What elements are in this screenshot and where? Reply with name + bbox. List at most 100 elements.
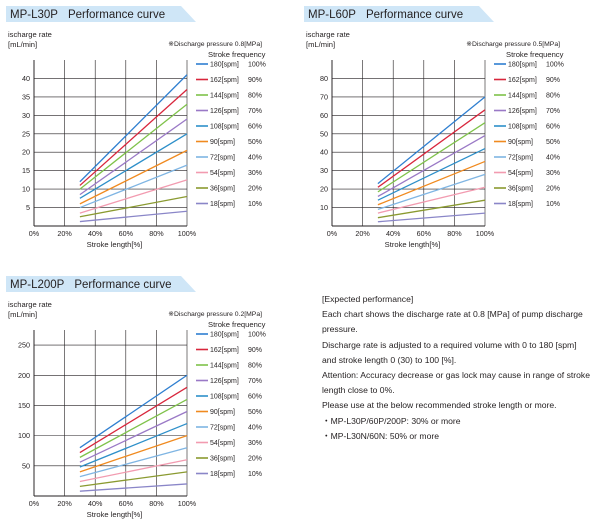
legend-label: 108[spm]: [508, 124, 537, 131]
legend-label: 36[spm]: [210, 456, 235, 463]
series-line-162spm: [79, 386, 188, 454]
legend-label: 54[spm]: [210, 170, 235, 177]
pressure-note: ※Discharge pressure 0.8[MPa]: [168, 41, 262, 48]
y-tick-label: 25: [22, 129, 30, 138]
x-tick-label: 100%: [178, 499, 197, 508]
legend-percent: 80%: [546, 93, 560, 100]
x-tick-label: 100%: [476, 229, 495, 238]
legend-percent: 20%: [248, 456, 262, 463]
series-line-144spm: [79, 103, 188, 190]
y-tick-label: 10: [320, 203, 328, 212]
legend-label: 72[spm]: [508, 155, 533, 162]
notes-line-2: Discharge rate is adjusted to a required…: [322, 339, 577, 365]
legend-label: 180[spm]: [210, 62, 239, 69]
series-line-162spm: [377, 109, 486, 188]
legend-title: Stroke frequency: [208, 320, 266, 329]
legend-percent: 100%: [546, 62, 564, 69]
series-line-54spm: [79, 179, 188, 214]
chart-mp-l200p: MP-L200P Performance curve ischarge rate[m…: [6, 276, 266, 519]
x-tick-label: 60%: [119, 229, 134, 238]
series-line-108spm: [377, 147, 486, 201]
y-tick-label: 60: [320, 111, 328, 120]
series-line-180spm: [79, 74, 188, 183]
legend-label: 90[spm]: [508, 139, 533, 146]
chart-title-text: Performance curve: [74, 279, 171, 291]
y-axis-unit: [mL/min]: [8, 40, 37, 49]
y-tick-label: 100: [18, 431, 30, 440]
x-axis-label: Stroke length[%]: [87, 240, 143, 249]
x-tick-label: 20%: [57, 499, 72, 508]
x-tick-label: 20%: [57, 229, 72, 238]
notes-heading: [Expected performance]: [322, 294, 414, 304]
series-line-126spm: [79, 410, 188, 463]
notes-line-5: ・MP-L30P/60P/200P: 30% or more: [322, 415, 461, 426]
legend-percent: 60%: [248, 124, 262, 131]
y-tick-label: 30: [22, 111, 30, 120]
chart-panel-mp-l60p: MP-L60P Performance curve ischarge rate [mL…: [304, 6, 594, 250]
chart-panel-mp-l200p: MP-L200P Performance curve ischarge rate [m…: [6, 276, 296, 520]
x-tick-label: 60%: [417, 229, 432, 238]
series-line-72spm: [377, 173, 486, 211]
notes-line-4: Please use at the below recommended stro…: [322, 400, 557, 411]
legend-label: 144[spm]: [210, 363, 239, 370]
series-line-180spm: [79, 374, 188, 449]
legend-percent: 80%: [248, 93, 262, 100]
legend-label: 144[spm]: [210, 93, 239, 100]
x-axis-label: Stroke length[%]: [87, 510, 143, 519]
legend-label: 126[spm]: [210, 378, 239, 385]
series-line-90spm: [377, 160, 486, 206]
chart-title: MP-L200P Performance curve: [10, 279, 172, 291]
chart-mp-l30p: MP-L30P Performance curve ischarge rate[mL…: [6, 6, 266, 249]
chart-model: MP-L60P: [308, 9, 356, 21]
series-line-162spm: [79, 89, 188, 186]
legend-percent: 80%: [248, 363, 262, 370]
x-tick-label: 100%: [178, 229, 197, 238]
legend-percent: 40%: [546, 155, 560, 162]
legend-label: 162[spm]: [508, 77, 537, 84]
legend-percent: 10%: [248, 201, 262, 208]
y-tick-label: 20: [320, 185, 328, 194]
series-line-54spm: [377, 186, 486, 214]
series-line-180spm: [377, 96, 486, 185]
chart-mp-l60p: MP-L60P Performance curve ischarge rate[mL…: [304, 6, 564, 249]
legend-percent: 20%: [546, 186, 560, 193]
chart-panel-mp-l30p: MP-L30P Performance curve ischarge rate [mL…: [6, 6, 296, 250]
legend-label: 180[spm]: [210, 332, 239, 339]
legend-percent: 40%: [248, 425, 262, 432]
legend-percent: 70%: [248, 378, 262, 385]
y-axis-label: ischarge rate: [8, 30, 52, 39]
legend-label: 18[spm]: [210, 201, 235, 208]
x-tick-label: 80%: [149, 499, 164, 508]
series-line-126spm: [377, 135, 486, 198]
legend-percent: 90%: [248, 77, 262, 84]
x-tick-label: 40%: [88, 229, 103, 238]
chart-model: MP-L30P: [10, 9, 58, 21]
legend-percent: 100%: [248, 62, 266, 69]
legend-percent: 70%: [546, 108, 560, 115]
y-axis-unit: [mL/min]: [306, 40, 335, 49]
series-line-90spm: [79, 149, 188, 205]
notes-line-1: Each chart shows the discharge rate at 0…: [322, 309, 583, 335]
series-line-144spm: [79, 398, 188, 458]
chart-model: MP-L200P: [10, 279, 65, 291]
legend-percent: 10%: [248, 471, 262, 478]
y-tick-label: 200: [18, 371, 30, 380]
series-line-18spm: [79, 483, 188, 492]
series-line-18spm: [377, 212, 486, 223]
series-line-54spm: [79, 459, 188, 483]
legend-label: 162[spm]: [210, 347, 239, 354]
title-band: [304, 6, 494, 22]
series-line-36spm: [79, 471, 188, 487]
y-axis-unit: [mL/min]: [8, 310, 37, 319]
title-band: [6, 276, 196, 292]
pressure-note: ※Discharge pressure 0.5[MPa]: [466, 41, 560, 48]
x-tick-label: 80%: [149, 229, 164, 238]
legend-percent: 60%: [546, 124, 560, 131]
legend-label: 180[spm]: [508, 62, 537, 69]
chart-title-text: Performance curve: [366, 9, 463, 21]
y-tick-label: 10: [22, 185, 30, 194]
legend-percent: 30%: [546, 170, 560, 177]
title-band: [6, 6, 196, 22]
y-tick-label: 250: [18, 341, 30, 350]
series-line-144spm: [377, 122, 486, 193]
